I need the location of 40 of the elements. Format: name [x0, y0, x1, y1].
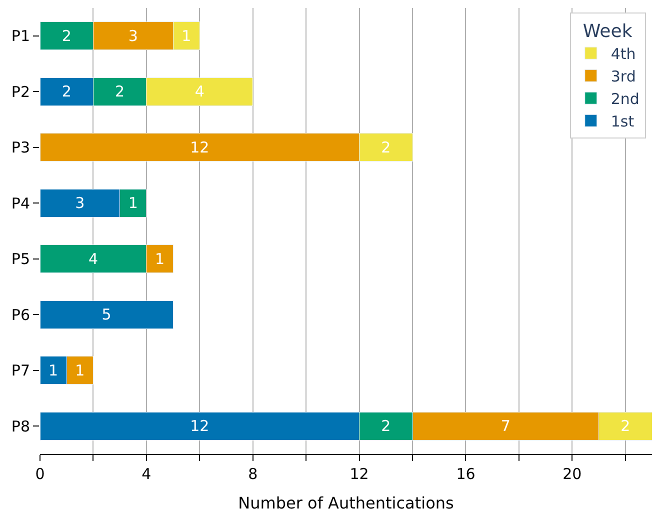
data-label: 2	[62, 26, 72, 45]
x-tick-label: 8	[248, 465, 258, 483]
bar	[40, 300, 174, 329]
y-tick-label: P6	[11, 306, 30, 324]
data-label: 3	[75, 194, 85, 212]
data-label: 7	[500, 417, 510, 436]
legend-label: 3rd	[610, 67, 636, 86]
data-label: 2	[381, 138, 391, 156]
x-tick-label: 20	[562, 465, 582, 483]
data-label: 4	[88, 250, 98, 268]
data-label: 1	[154, 250, 165, 268]
data-label: 1	[75, 361, 85, 380]
data-label: 4	[194, 82, 204, 101]
x-tick-label: 0	[35, 465, 45, 483]
y-tick-label: P2	[11, 82, 30, 101]
y-tick-label: P1	[11, 27, 30, 46]
x-tick-label: 16	[456, 465, 476, 483]
data-label: 1	[128, 194, 138, 212]
y-tick-label: P7	[11, 362, 30, 380]
data-label: 2	[62, 82, 72, 101]
legend-label: 4th	[610, 44, 636, 63]
legend-title: Week	[582, 20, 633, 42]
y-tick-label: P5	[11, 250, 30, 268]
y-tick-label: P4	[11, 194, 30, 212]
legend-label: 2nd	[610, 90, 640, 108]
data-label: 2	[115, 82, 125, 101]
y-tick-label: P3	[11, 138, 30, 157]
data-label: 12	[190, 417, 210, 436]
y-tick-label: P8	[11, 417, 30, 436]
x-tick-label: 4	[142, 465, 152, 483]
data-label: 2	[620, 417, 630, 436]
data-label: 12	[190, 138, 210, 156]
data-label: 5	[102, 306, 112, 324]
data-label: 1	[48, 361, 58, 380]
data-label: 2	[381, 417, 391, 436]
data-label: 3	[128, 26, 138, 45]
data-label: 1	[182, 26, 192, 45]
x-axis-title: Number of Authentications	[238, 494, 454, 513]
legend-label: 1st	[610, 112, 634, 130]
x-tick-label: 12	[350, 465, 369, 483]
